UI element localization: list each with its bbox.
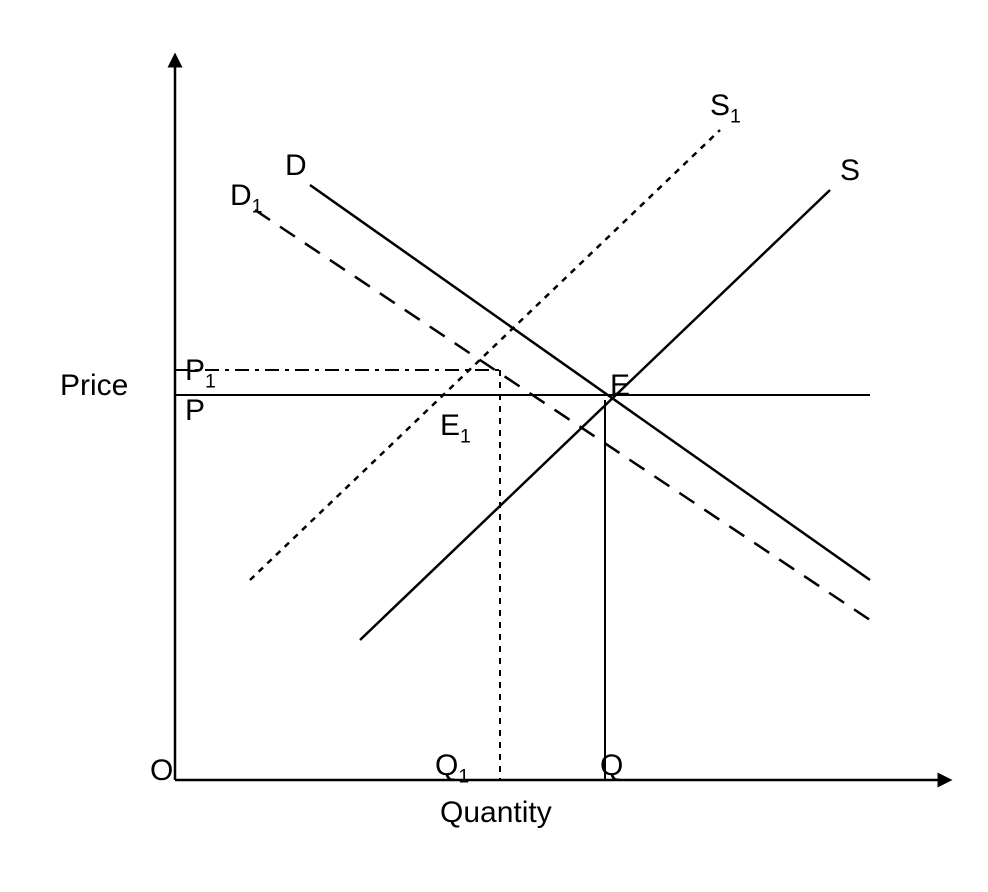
- label-P1: P1: [185, 354, 216, 393]
- demand-curve-D1: [255, 210, 870, 620]
- label-origin: O: [150, 754, 173, 787]
- label-y-axis: Price: [60, 369, 128, 402]
- label-Q: Q: [600, 749, 623, 782]
- label-D: D: [285, 149, 307, 182]
- label-P: P: [185, 394, 205, 427]
- label-x-axis: Quantity: [440, 796, 552, 829]
- label-S: S: [840, 154, 860, 187]
- label-Q1: Q1: [435, 749, 469, 788]
- label-D1: D1: [230, 179, 263, 218]
- label-E: E: [610, 369, 630, 402]
- supply-curve-S1: [250, 130, 720, 580]
- supply-curve-S: [360, 190, 830, 640]
- demand-curve-D: [310, 185, 870, 580]
- label-E1: E1: [440, 409, 471, 448]
- label-S1: S1: [710, 89, 741, 128]
